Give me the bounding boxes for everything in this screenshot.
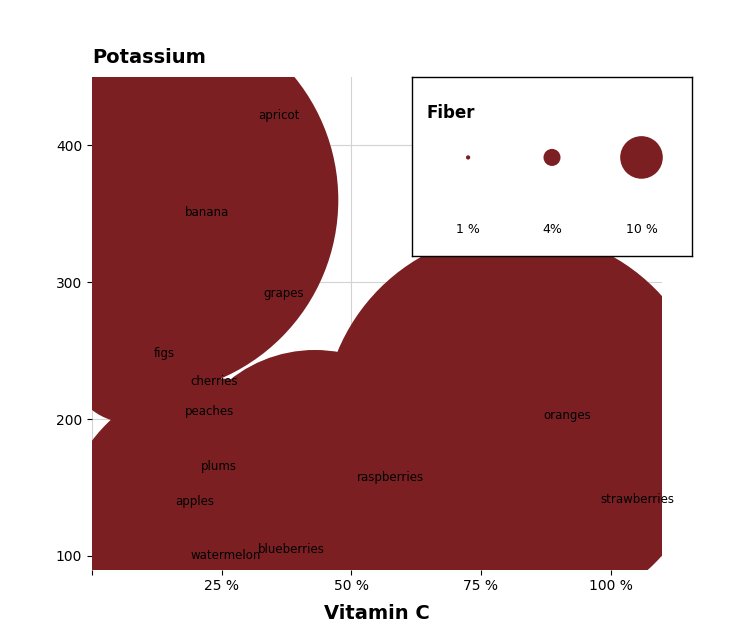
Text: grapes: grapes <box>263 287 304 300</box>
Point <box>169 540 181 550</box>
Point <box>169 468 181 479</box>
Point <box>159 384 171 394</box>
Text: Potassium: Potassium <box>92 48 206 67</box>
Text: 10 %: 10 % <box>626 223 657 236</box>
Text: apples: apples <box>175 495 214 508</box>
Text: plums: plums <box>201 460 237 473</box>
Point <box>143 507 155 517</box>
Text: apricot: apricot <box>258 109 300 122</box>
Text: peaches: peaches <box>185 405 235 418</box>
Point <box>512 420 523 431</box>
Text: blueberries: blueberries <box>258 543 325 556</box>
Text: cherries: cherries <box>191 375 238 388</box>
Text: 1 %: 1 % <box>456 223 480 236</box>
Point <box>231 298 243 308</box>
Point <box>154 414 166 424</box>
Point <box>309 481 321 492</box>
Text: raspberries: raspberries <box>356 470 424 484</box>
Point <box>462 152 474 163</box>
Text: 4%: 4% <box>542 223 562 236</box>
Point <box>578 481 590 492</box>
Text: banana: banana <box>185 207 230 220</box>
Point <box>112 529 124 539</box>
Point <box>122 359 134 369</box>
Point <box>226 120 238 130</box>
Point <box>546 152 558 163</box>
Text: strawberries: strawberries <box>600 493 674 506</box>
Point <box>636 152 648 163</box>
Point <box>210 529 222 539</box>
Text: oranges: oranges <box>543 409 591 422</box>
Point <box>138 195 149 205</box>
Text: watermelon: watermelon <box>191 548 261 562</box>
X-axis label: Vitamin C: Vitamin C <box>325 604 430 623</box>
Text: figs: figs <box>155 348 175 360</box>
Text: Fiber: Fiber <box>426 104 475 122</box>
